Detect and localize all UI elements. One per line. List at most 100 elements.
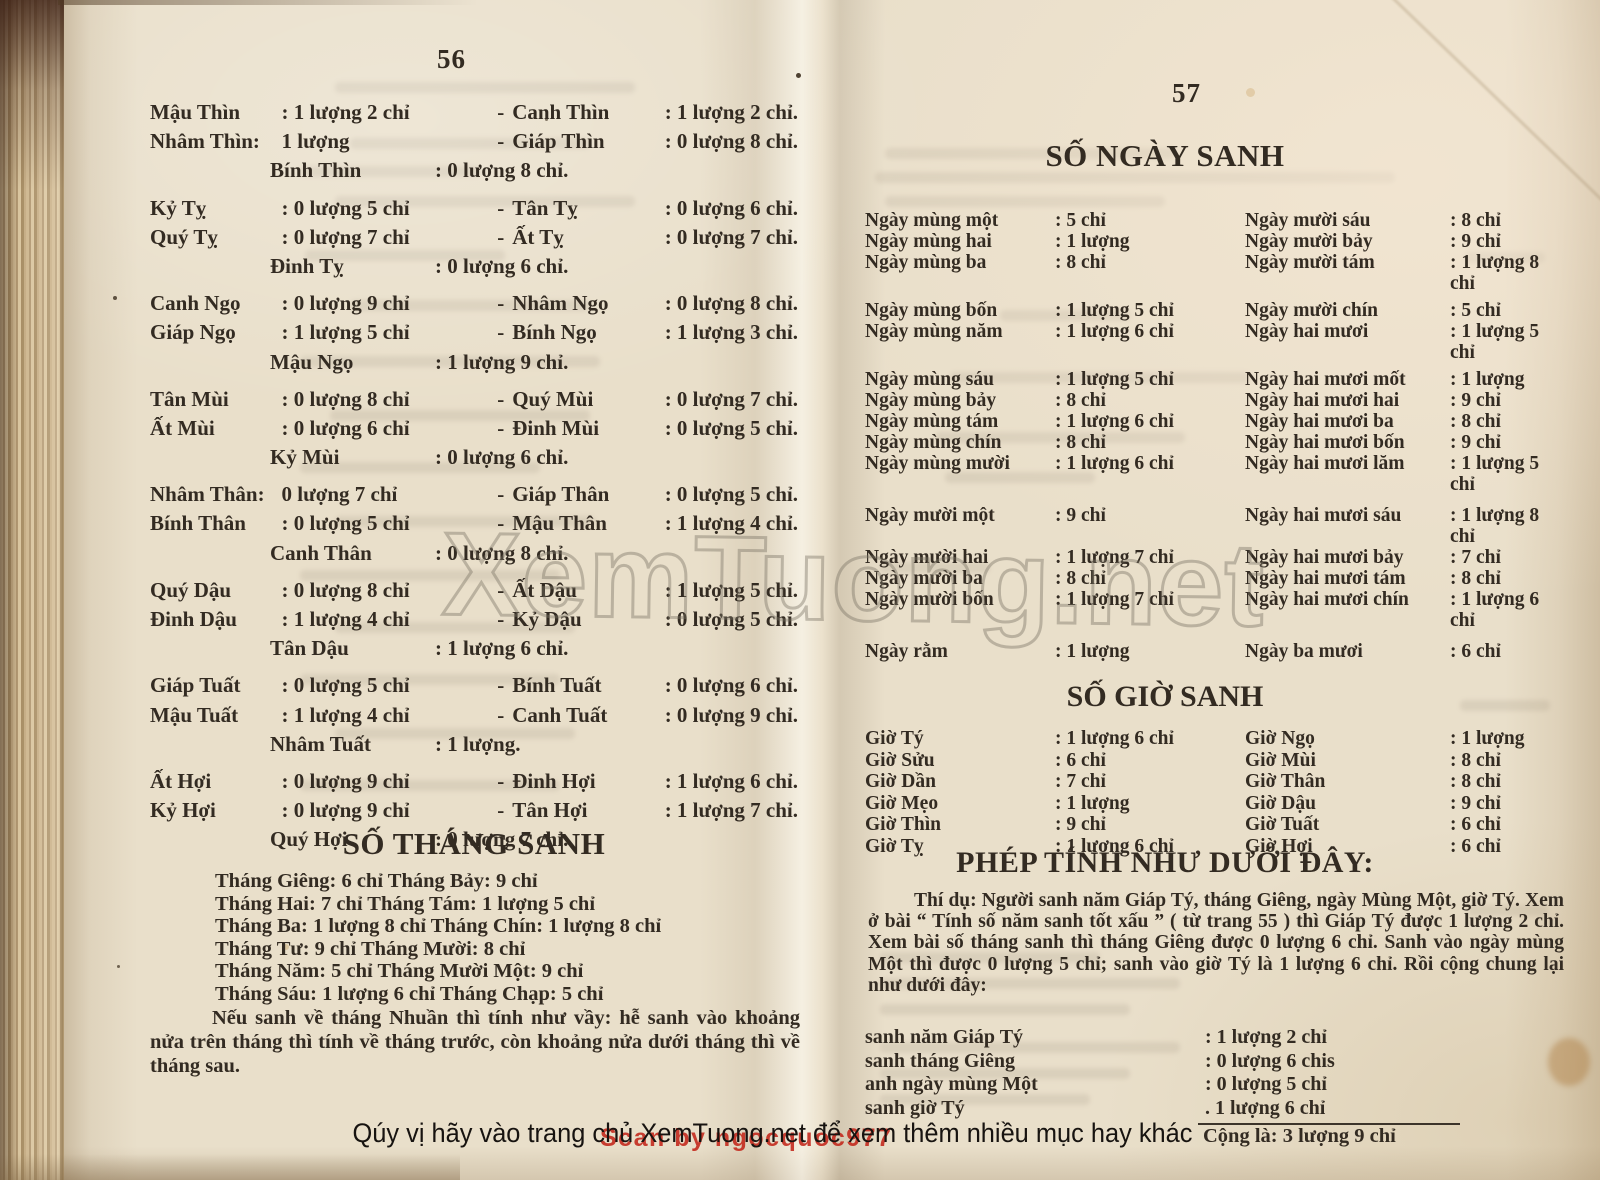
page-number-56: 56 <box>437 44 466 74</box>
year-row: Canh Ngọ: 0 lượng 9 chỉ - Nhâm Ngọ: 0 lượn… <box>150 291 798 320</box>
cell-value: : 0 lượng 7 chỉ. <box>664 224 799 249</box>
separator: - <box>497 386 505 411</box>
day-row: Ngày mùng một: 5 chỉ Ngày mười sáu: 8 chỉ <box>865 210 1565 231</box>
cell-name: Bính Thân <box>150 511 246 536</box>
top-page-edge <box>58 0 478 5</box>
cell-name: Kỷ Dậu <box>512 607 582 631</box>
cell-name: Tân Mùi <box>150 386 229 411</box>
cell-name: Giáp Thân <box>512 482 610 507</box>
day-row: Ngày mười một: 9 chỉ Ngày hai mươi sáu: 1… <box>865 505 1565 547</box>
cell-name: Tân Tỵ <box>512 195 578 220</box>
cell-value: : 1 lượng 6 chỉ. <box>435 636 569 661</box>
cell-name: Bính Tuất <box>512 673 602 698</box>
hour-weight-table: Giờ Tý: 1 lượng 6 chỉ Giờ Ngọ: 1 lượng Giờ… <box>865 728 1565 857</box>
separator: - <box>497 291 505 316</box>
sum-value: : 0 lượng 5 chỉ <box>1205 1073 1327 1095</box>
hour-row: Giờ Sửu: 6 chỉ Giờ Mùi: 8 chỉ <box>865 750 1565 772</box>
sum-value: : 1 lượng 2 chỉ <box>1205 1026 1327 1048</box>
cell-value: : 6 chỉ <box>1450 835 1501 857</box>
cell-name: Ngày hai mươi hai <box>1245 390 1400 411</box>
year-row: Đinh Dậu: 1 lượng 4 chỉ - Kỷ Dậu: 0 lượng … <box>150 607 798 636</box>
cell-value: : 1 lượng 7 chỉ. <box>664 798 799 823</box>
hour-row: Giờ Mẹo: 1 lượng Giờ Dậu: 9 chỉ <box>865 793 1565 815</box>
cell-value: : 1 lượng 6 chỉ <box>1055 321 1174 342</box>
cell-value: : 1 lượng 5 chỉ. <box>664 577 799 602</box>
cell-name: Ngày mùng sáu <box>865 369 994 390</box>
bleed-through-mark <box>885 196 1165 207</box>
separator: - <box>497 577 505 602</box>
cell-value: : 1 lượng <box>1055 641 1130 662</box>
cell-value: : 8 chỉ <box>1055 252 1106 273</box>
cell-value: : 1 lượng 6 chỉ <box>1055 728 1174 749</box>
cell-value: : 0 lượng 6 chỉ. <box>435 445 569 470</box>
separator: - <box>497 798 505 823</box>
cell-value: : 6 chỉ <box>1055 749 1106 771</box>
cell-value: : 1 lượng <box>1450 369 1525 390</box>
cell-name: Ngày mùng bảy <box>865 390 997 411</box>
cell-name: Giờ Mẹo <box>865 792 939 814</box>
page-number-57: 57 <box>1172 78 1201 108</box>
cell-value: : 1 lượng 4 chỉ. <box>664 511 799 536</box>
year-weight-table: Mậu Thìn: 1 lượng 2 chỉ - Canh Thìn: 1 lượ… <box>150 100 798 857</box>
cell-value: : 0 lượng 5 chỉ. <box>664 415 799 440</box>
cell-name: Ngày hai mươi lăm <box>1245 453 1405 474</box>
cell-name: Ngày hai mươi chín <box>1245 589 1409 610</box>
cell-value: : 1 lượng 5 chỉ <box>1055 300 1174 321</box>
cell-value: : 0 lượng 8 chỉ. <box>664 291 799 316</box>
cell-value: : 1 lượng 3 chỉ. <box>664 320 799 345</box>
cell-name: Ngày mười chín <box>1245 300 1379 321</box>
sum-row: sanh năm Giáp Tý: 1 lượng 2 chỉ <box>865 1026 1565 1050</box>
cell-value: : 0 lượng 9 chỉ. <box>664 702 799 727</box>
year-row: Quý Dậu: 0 lượng 8 chỉ - Ất Dậu: 1 lượng 5… <box>150 578 798 607</box>
day-row: Ngày mười ba: 8 chỉ Ngày hai mươi tám: 8 … <box>865 568 1565 589</box>
cell-value: : 8 chỉ <box>1450 749 1501 771</box>
day-row: Ngày mùng ba: 8 chỉ Ngày mười tám: 1 lượn… <box>865 252 1565 294</box>
cell-value: : 0 lượng 5 chỉ <box>281 511 410 536</box>
cell-value: : 0 lượng 6 chỉ. <box>435 253 569 278</box>
separator: - <box>497 673 505 698</box>
cell-value: : 0 lượng 5 chỉ. <box>664 607 799 631</box>
cell-name: Ngày mùng mười <box>865 453 1010 474</box>
year-row: Ất Mùi: 0 lượng 6 chỉ - Đinh Mùi: 0 lượng … <box>150 416 798 445</box>
year-row: Giáp Ngọ: 1 lượng 5 chỉ - Bính Ngọ: 1 lượn… <box>150 320 798 349</box>
year-row: Mậu Tuất: 1 lượng 4 chỉ - Canh Tuất: 0 lượ… <box>150 703 798 732</box>
year-row: Mậu Ngọ: 1 lượng 9 chỉ. <box>150 350 798 379</box>
cell-name: Bính Thìn <box>270 158 362 183</box>
cell-name: Nhâm Thân: <box>150 482 265 507</box>
cell-name: Ngày hai mươi sáu <box>1245 505 1402 526</box>
cell-value: : 7 chỉ <box>1055 771 1106 792</box>
calc-example-paragraph: Thí dụ: Người sanh năm Giáp Tý, tháng Gi… <box>868 890 1564 996</box>
hour-row: Giờ Tý: 1 lượng 6 chỉ Giờ Ngọ: 1 lượng <box>865 728 1565 750</box>
cell-value: : 0 lượng 9 chỉ <box>281 768 410 793</box>
cell-value: : 1 lượng 2 chỉ <box>281 100 410 124</box>
day-row: Ngày mùng sáu: 1 lượng 5 chỉ Ngày hai mươ… <box>865 369 1565 390</box>
cell-name: Mậu Tuất <box>150 702 239 727</box>
cell-value: : 9 chỉ <box>1450 231 1501 252</box>
cell-value: : 1 lượng 7 chỉ <box>1055 547 1174 568</box>
cell-value: : 0 lượng 6 chỉ. <box>664 673 799 698</box>
cell-name: Mậu Ngọ <box>270 349 354 374</box>
day-weight-table: Ngày mùng một: 5 chỉ Ngày mười sáu: 8 chỉ… <box>865 210 1565 662</box>
cell-name: Ngày mùng chín <box>865 432 1002 453</box>
paper-speck <box>113 296 117 300</box>
year-row: Tân Mùi: 0 lượng 8 chỉ - Quý Mùi: 0 lượng … <box>150 387 798 416</box>
year-row: Bính Thân: 0 lượng 5 chỉ - Mậu Thân: 1 lượ… <box>150 511 798 540</box>
cell-name: Mậu Thân <box>512 511 607 536</box>
month-line: Tháng Giêng: 6 chỉ Tháng Bảy: 9 chỉ <box>215 870 538 892</box>
cell-value: : 1 lượng 6 chỉ <box>1055 411 1174 432</box>
cell-value: : 1 lượng 5 chỉ <box>1450 321 1540 363</box>
cell-value: : 8 chỉ <box>1450 210 1501 231</box>
cell-name: Ất Tỵ <box>512 224 564 249</box>
hour-row: Giờ Dần: 7 chỉ Giờ Thân: 8 chỉ <box>865 771 1565 793</box>
sum-row: anh ngày mùng Một: 0 lượng 5 chỉ <box>865 1073 1565 1097</box>
year-row: Quý Tỵ: 0 lượng 7 chỉ - Ất Tỵ: 0 lượng 7 c… <box>150 225 798 254</box>
day-row: Ngày rằm: 1 lượng Ngày ba mươi: 6 chỉ <box>865 641 1565 662</box>
cell-name: Ngày mười bảy <box>1245 231 1373 252</box>
month-line: Tháng Sáu: 1 lượng 6 chỉ Tháng Chạp: 5 c… <box>215 982 604 1005</box>
cell-name: Ngày mười sáu <box>1245 210 1371 231</box>
month-line: Tháng Ba: 1 lượng 8 chỉ Tháng Chín: 1 lư… <box>215 915 662 937</box>
cell-name: Ngày mười ba <box>865 568 983 589</box>
cell-value: : 1 lượng 7 chỉ <box>1055 589 1174 610</box>
cell-value: : 1 lượng 8 chỉ <box>1450 252 1540 294</box>
